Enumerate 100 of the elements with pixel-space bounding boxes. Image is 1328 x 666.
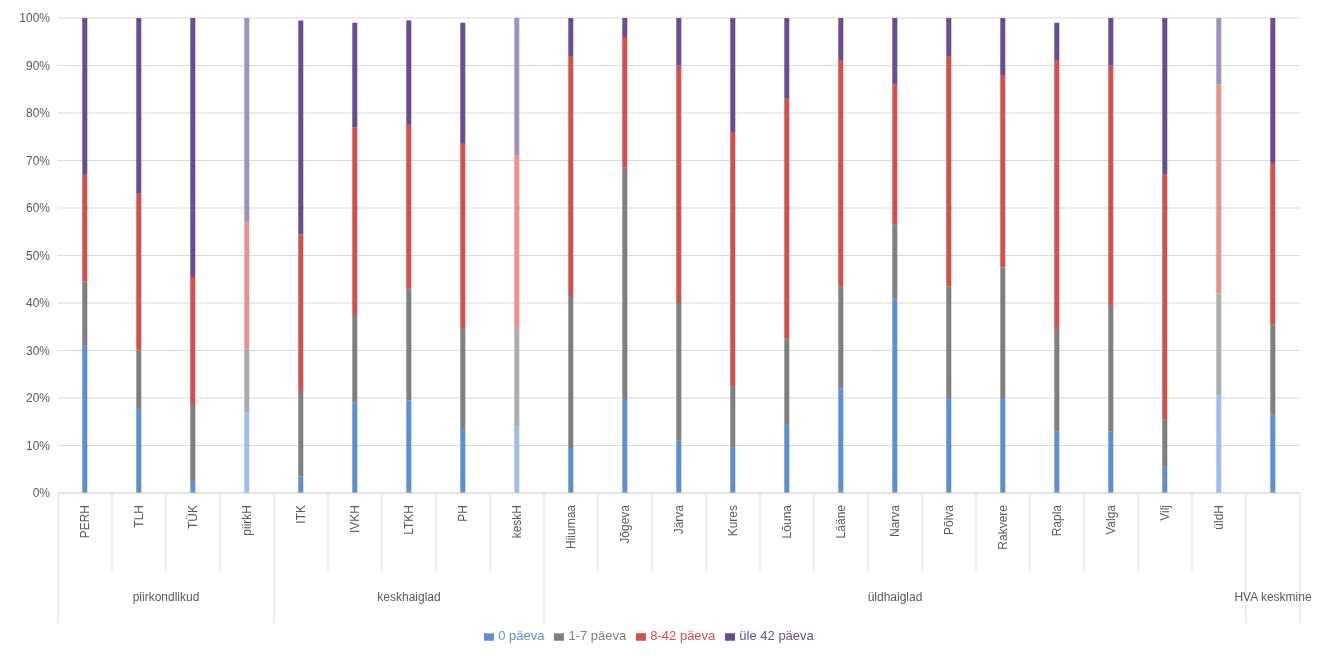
x-tick-label: Lääne [834, 504, 848, 539]
bar [676, 18, 682, 66]
y-tick-label: 10% [25, 438, 51, 453]
x-tick-label: LTKH [402, 505, 416, 535]
bar [1000, 75, 1006, 268]
bar [298, 476, 304, 493]
bar [406, 124, 412, 289]
x-tick-label: IVKH [348, 505, 362, 534]
text: HVA keskmine [1234, 590, 1312, 604]
bar [1054, 22, 1060, 61]
bar [1162, 18, 1168, 175]
bar [1054, 60, 1060, 330]
x-tick-label: Lõuna [780, 504, 794, 539]
bar [136, 350, 142, 410]
bar [244, 222, 250, 349]
bar [514, 329, 520, 427]
bar [298, 20, 304, 235]
bar [730, 447, 736, 493]
text: üldhaiglad [867, 590, 923, 604]
bar [1216, 18, 1222, 85]
x-tick-label: TLH [132, 505, 146, 528]
bar [244, 348, 250, 413]
bar [1270, 324, 1276, 415]
x-tick-label: PH [456, 505, 470, 522]
bar [622, 167, 628, 398]
bar [838, 388, 844, 493]
bar [460, 143, 466, 330]
bar [514, 18, 520, 156]
bar [1270, 162, 1276, 325]
y-tick-label: 60% [25, 201, 51, 216]
bar [676, 303, 682, 441]
x-tick-label: piirkH [240, 505, 254, 536]
bar [244, 412, 250, 493]
bar [784, 424, 790, 493]
bar [838, 18, 844, 61]
text: piirkondlikud [132, 590, 200, 604]
bar [244, 18, 250, 223]
bar [730, 386, 736, 448]
legend-label: 8-42 päeva [650, 628, 716, 643]
text: keskhaiglad [377, 590, 441, 604]
bar [460, 329, 466, 429]
y-tick-label: 20% [25, 391, 51, 406]
bar [892, 18, 898, 85]
bar [82, 174, 88, 282]
bar [514, 155, 520, 330]
legend-label: 1-7 päeva [568, 628, 627, 643]
bar [784, 98, 790, 339]
bar [1000, 398, 1006, 493]
bar [82, 18, 88, 175]
bar [298, 390, 304, 477]
y-tick-label: 0% [32, 486, 51, 501]
bar [730, 18, 736, 132]
bar [1108, 65, 1114, 306]
bar [838, 60, 844, 287]
bar [1162, 174, 1168, 420]
bar [1270, 18, 1276, 163]
x-tick-label: keskH [510, 505, 524, 539]
bar [1054, 329, 1060, 432]
bar [784, 338, 790, 425]
bar [568, 447, 574, 493]
bar [622, 37, 628, 168]
y-tick-label: 30% [25, 343, 51, 358]
x-tick-label: Põlva [942, 504, 956, 536]
bar [946, 398, 952, 493]
bar [352, 127, 358, 315]
x-tick-label: üldH [1212, 505, 1226, 530]
bar [622, 18, 628, 37]
bar [946, 18, 952, 56]
bar [1054, 431, 1060, 493]
bar [676, 65, 682, 303]
x-tick-label: Rapla [1050, 504, 1064, 537]
x-tick-label: Kures [726, 505, 740, 537]
y-tick-label: 70% [25, 153, 51, 168]
bar [1108, 431, 1114, 493]
x-tick-label: Rakvere [996, 504, 1010, 550]
bar [190, 276, 196, 406]
bar [136, 18, 142, 194]
bar [298, 234, 304, 391]
bar [136, 409, 142, 493]
bar [82, 345, 88, 493]
bar [730, 132, 736, 387]
bar [622, 398, 628, 493]
legend-label: 0 päeva [498, 628, 545, 643]
x-tick-label: Hiiumaa [564, 504, 578, 550]
bar [784, 18, 790, 99]
bar [1108, 305, 1114, 432]
bar [460, 428, 466, 493]
bar [460, 22, 466, 144]
bar [190, 405, 196, 482]
bar [352, 402, 358, 493]
y-tick-label: 80% [25, 106, 51, 121]
x-tick-label: Jõgeva [618, 504, 632, 544]
bar [352, 22, 358, 128]
bar [1108, 18, 1114, 66]
y-tick-label: 100% [19, 11, 51, 26]
bar [1270, 414, 1276, 493]
x-tick-label: Narva [888, 504, 902, 538]
bar [352, 314, 358, 403]
bar [406, 400, 412, 493]
bar [892, 224, 898, 299]
